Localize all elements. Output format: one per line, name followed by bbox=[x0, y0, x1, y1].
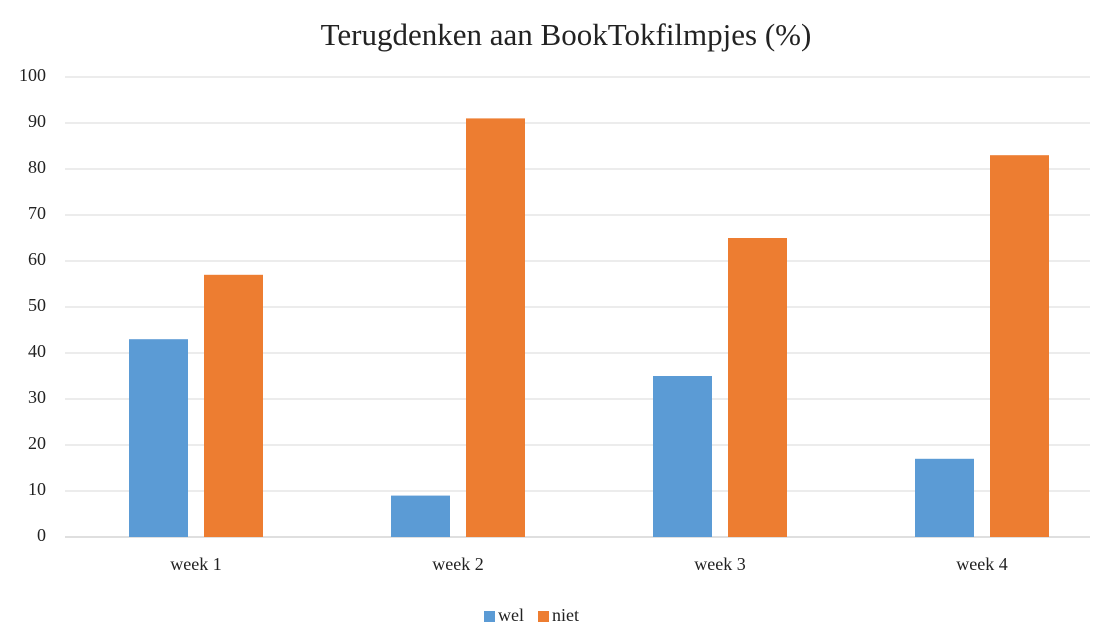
y-tick-label: 30 bbox=[28, 387, 46, 407]
legend-swatch bbox=[484, 611, 495, 622]
bar bbox=[728, 238, 787, 537]
x-tick-label: week 3 bbox=[694, 554, 745, 574]
y-tick-label: 80 bbox=[28, 157, 46, 177]
y-tick-label: 90 bbox=[28, 111, 46, 131]
y-tick-label: 50 bbox=[28, 295, 46, 315]
y-tick-label: 20 bbox=[28, 433, 46, 453]
legend-swatch bbox=[538, 611, 549, 622]
bar bbox=[391, 495, 450, 537]
y-tick-label: 100 bbox=[19, 65, 46, 85]
bar bbox=[466, 118, 525, 538]
chart-title: Terugdenken aan BookTokfilmpjes (%) bbox=[321, 17, 812, 52]
y-tick-label: 60 bbox=[28, 249, 46, 269]
y-tick-label: 70 bbox=[28, 203, 46, 223]
bar bbox=[915, 458, 974, 537]
bar bbox=[129, 339, 188, 537]
bar bbox=[653, 376, 712, 537]
x-tick-label: week 1 bbox=[170, 554, 221, 574]
y-tick-label: 40 bbox=[28, 341, 46, 361]
x-tick-label: week 4 bbox=[956, 554, 1007, 574]
y-tick-label: 0 bbox=[37, 525, 46, 545]
bar bbox=[990, 155, 1049, 537]
y-tick-label: 10 bbox=[28, 479, 46, 499]
x-tick-label: week 2 bbox=[432, 554, 483, 574]
bar bbox=[204, 274, 263, 537]
legend-label: niet bbox=[552, 605, 579, 625]
legend-label: wel bbox=[498, 605, 524, 625]
